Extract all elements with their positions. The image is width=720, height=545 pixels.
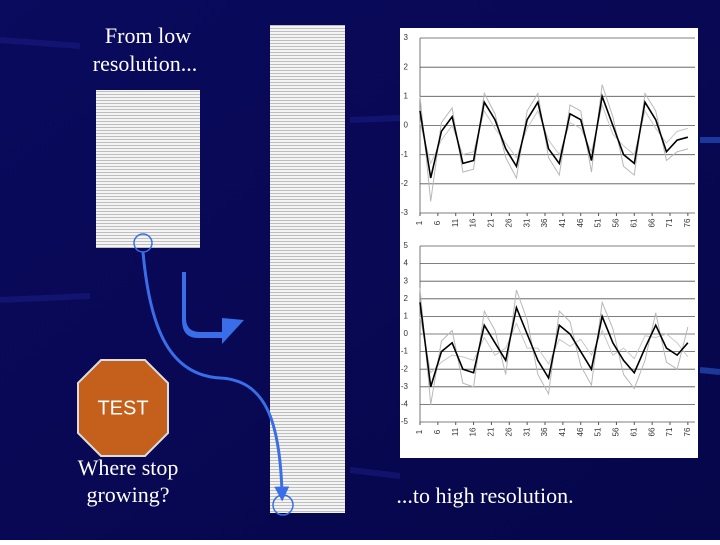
y-tick-label: -5: [401, 417, 409, 426]
x-tick-label: 61: [629, 218, 638, 227]
x-tick-label: 21: [487, 427, 496, 436]
x-tick-label: 11: [451, 427, 460, 436]
x-tick-label: 51: [594, 218, 603, 227]
y-tick-label: 5: [404, 241, 409, 250]
x-tick-label: 56: [612, 427, 621, 436]
y-tick-label: 0: [404, 121, 409, 130]
y-tick-label: 0: [404, 329, 409, 338]
bent-arrow: [182, 272, 244, 344]
y-tick-label: -1: [401, 347, 409, 356]
heading-line: From low: [105, 23, 191, 48]
question-line: Where stop: [78, 455, 179, 480]
x-tick-label: 21: [487, 218, 496, 227]
x-tick-label: 66: [647, 218, 656, 227]
x-tick-label: 76: [683, 427, 692, 436]
x-tick-label: 26: [504, 218, 513, 227]
x-tick-label: 31: [522, 218, 531, 227]
y-tick-label: -3: [401, 382, 409, 391]
caption: ...to high resolution.: [396, 483, 573, 508]
x-tick-label: 16: [469, 218, 478, 227]
x-tick-label: 71: [665, 427, 674, 436]
x-tick-label: 36: [540, 427, 549, 436]
x-tick-label: 71: [665, 218, 674, 227]
y-tick-label: 1: [404, 312, 409, 321]
y-tick-label: 1: [404, 91, 409, 100]
x-tick-label: 76: [683, 218, 692, 227]
series-line: [419, 302, 689, 388]
series-line: [419, 84, 688, 202]
y-tick-label: 2: [404, 62, 409, 71]
x-tick-label: 41: [558, 218, 567, 227]
heading-line: resolution...: [93, 51, 198, 76]
series-line: [419, 93, 689, 179]
flow-arrow: [141, 251, 290, 502]
small-dendrogram: [96, 90, 200, 248]
x-tick-label: 1: [415, 429, 424, 434]
question-line: growing?: [86, 482, 169, 507]
x-tick-label: 46: [576, 218, 585, 227]
x-tick-label: 66: [647, 427, 656, 436]
y-tick-label: -4: [401, 400, 409, 409]
y-tick-label: 3: [404, 33, 409, 42]
x-tick-label: 41: [558, 427, 567, 436]
y-tick-label: -1: [401, 150, 409, 159]
x-tick-label: 56: [612, 218, 621, 227]
x-tick-label: 6: [433, 429, 442, 434]
x-tick-label: 46: [576, 427, 585, 436]
y-tick-label: -3: [401, 208, 409, 217]
x-tick-label: 26: [504, 427, 513, 436]
y-tick-label: -2: [401, 179, 409, 188]
x-tick-label: 11: [451, 218, 460, 227]
x-tick-label: 51: [594, 427, 603, 436]
y-tick-label: 3: [404, 276, 409, 285]
large-dendrogram: [270, 25, 345, 513]
x-tick-label: 31: [522, 427, 531, 436]
x-tick-label: 36: [540, 218, 549, 227]
y-tick-label: 2: [404, 294, 409, 303]
series-line: [419, 103, 688, 165]
x-tick-label: 16: [469, 427, 478, 436]
x-tick-label: 6: [433, 220, 442, 225]
streaks: [0, 37, 720, 479]
stop-label: TEST: [97, 397, 148, 419]
y-tick-label: -2: [401, 364, 409, 373]
x-tick-label: 61: [629, 427, 638, 436]
x-tick-label: 1: [415, 220, 424, 225]
stop-sign: [77, 359, 169, 457]
y-tick-label: 4: [404, 259, 409, 268]
